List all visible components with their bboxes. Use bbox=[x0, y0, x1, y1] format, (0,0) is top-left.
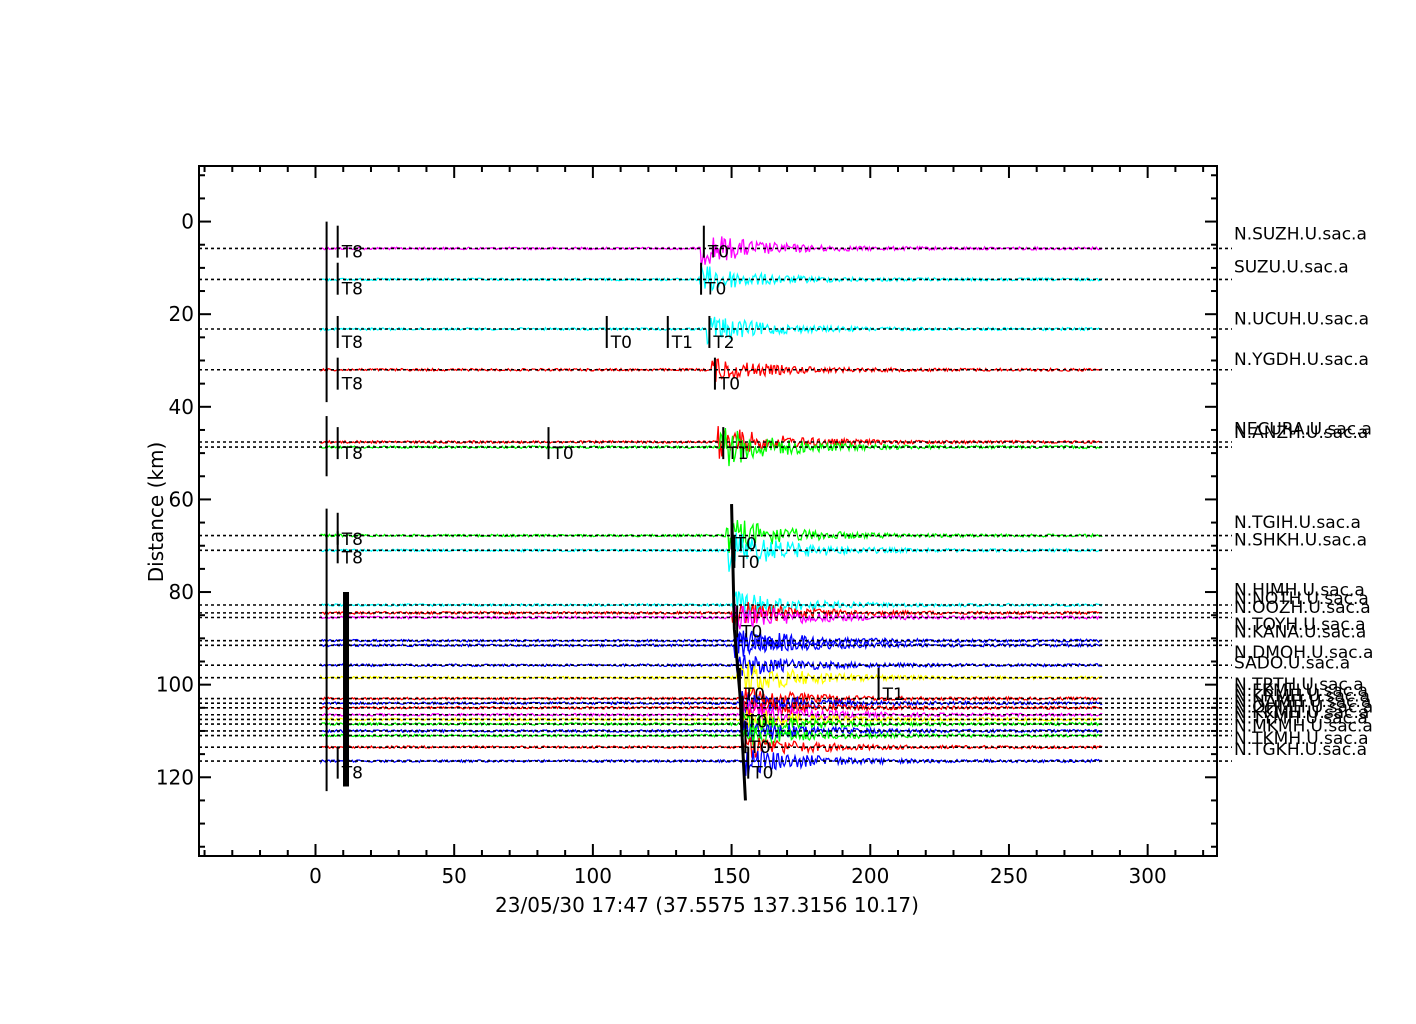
x-tick-label: 250 bbox=[990, 864, 1028, 888]
chart-title: 23/05/30 17:47 (37.5575 137.3156 10.17) bbox=[495, 893, 919, 917]
station-label: N.TGIH.U.sac.a bbox=[1234, 513, 1361, 533]
y-tick-label: 80 bbox=[169, 580, 194, 604]
plot-frame-box bbox=[198, 165, 1218, 857]
pick-label: T2 bbox=[712, 333, 734, 353]
station-label: N.NAMH.U.sac.a bbox=[1234, 692, 1371, 712]
pick-label: T0 bbox=[735, 534, 757, 554]
x-tick-label: 200 bbox=[851, 864, 889, 888]
pick-label: T0 bbox=[740, 622, 762, 642]
station-label: N.DMOH.U.sac.a bbox=[1234, 643, 1373, 663]
pick-label: T0 bbox=[748, 738, 770, 758]
station-labels: N.SUZH.U.sac.a SUZU.U.sac.a N.UCUH.U.sac.a… bbox=[1234, 225, 1373, 760]
trace-N.FKMH.U.sac.a bbox=[320, 691, 1103, 714]
pick-label: T0 bbox=[704, 280, 726, 300]
pick-label: T8 bbox=[341, 530, 363, 550]
station-label: NECURA.U.sac.a bbox=[1234, 420, 1372, 440]
station-label: N.OOZH.U.sac.a bbox=[1234, 598, 1371, 618]
station-label: N.TYMH.U.sac.a bbox=[1234, 709, 1368, 729]
pick-label: T0 bbox=[743, 685, 765, 705]
y-tick-label: 60 bbox=[169, 487, 194, 511]
station-label: N.UCUH.U.sac.a bbox=[1234, 309, 1369, 329]
pick-label: T8 bbox=[341, 333, 363, 353]
station-label: N.TOYH.U.sac.a bbox=[1234, 615, 1366, 635]
station-label: N.TGKH.U.sac.a bbox=[1234, 740, 1367, 760]
trace-N.MKMH.U.sac.a bbox=[320, 724, 1103, 746]
station-label: SUZU.U.sac.a bbox=[1234, 257, 1349, 277]
pick-label: T8 bbox=[341, 375, 363, 395]
pick-label: T1 bbox=[882, 685, 904, 705]
pick-label: T0 bbox=[737, 553, 759, 573]
station-label: N.MKMH.U.sac.a bbox=[1234, 716, 1373, 736]
pick-label: T1 bbox=[726, 444, 748, 464]
pick-label: T0 bbox=[610, 333, 632, 353]
station-label: N.KKMH.U.sac.a bbox=[1234, 703, 1369, 723]
station-label: N.KRMH.U.sac.a bbox=[1234, 686, 1370, 706]
station-label: N.KANA.U.sac.a bbox=[1234, 622, 1366, 642]
plot-frame bbox=[198, 165, 1218, 857]
trace-N.UCUH.U.sac.a bbox=[320, 316, 1103, 346]
trace-N.KANA.U.sac.a bbox=[320, 633, 1103, 658]
x-tick-label: 50 bbox=[441, 864, 466, 888]
station-label: N.SHKH.U.sac.a bbox=[1234, 531, 1367, 551]
station-label: N.YGDH.U.sac.a bbox=[1234, 350, 1369, 370]
y-tick-label: 20 bbox=[169, 302, 194, 326]
pick-label: T0 bbox=[746, 713, 768, 733]
station-label: N.ANZH.U.sac.a bbox=[1234, 423, 1368, 443]
x-tick-label: 150 bbox=[712, 864, 750, 888]
trace-N.NOTH.U.sac.a bbox=[320, 601, 1103, 627]
station-baselines bbox=[199, 247, 1232, 762]
trace-SADO.U.sac.a bbox=[320, 661, 1103, 693]
trace-N.TGKH.U.sac.a bbox=[320, 747, 1103, 777]
trace-N.SUZH.U.sac.a bbox=[320, 236, 1103, 266]
pick-label: T0 bbox=[552, 444, 574, 464]
trace-SUZU.U.sac.a bbox=[320, 265, 1103, 292]
origin-bars bbox=[325, 221, 747, 801]
y-tick-label: 120 bbox=[156, 765, 194, 789]
station-label: N.OHMH.U.sac.a bbox=[1234, 697, 1373, 717]
station-label: N.FKMH.U.sac.a bbox=[1234, 681, 1368, 701]
seismic-traces bbox=[320, 236, 1103, 777]
station-label: N.NOTH.U.sac.a bbox=[1234, 589, 1369, 609]
pick-label: T8 bbox=[341, 280, 363, 300]
station-label: N.SUZH.U.sac.a bbox=[1234, 225, 1367, 245]
trace-N.TGIH.U.sac.a bbox=[320, 520, 1103, 553]
x-tick-label: 0 bbox=[309, 864, 322, 888]
station-label: N.TKMH.U.sac.a bbox=[1234, 729, 1369, 749]
pick-label: T1 bbox=[671, 333, 693, 353]
y-tick-label: 100 bbox=[156, 673, 194, 697]
y-axis-label: Distance (km) bbox=[144, 442, 168, 582]
onset-moveout bbox=[730, 504, 747, 801]
trace-N.SHKH.U.sac.a bbox=[320, 532, 1103, 572]
x-tick-label: 300 bbox=[1129, 864, 1167, 888]
pick-label: T8 bbox=[341, 444, 363, 464]
y-tick-label: 40 bbox=[169, 395, 194, 419]
axis-ticks: 0 50 100 150 200 250 300 0 20 40 60 80 100 120 bbox=[156, 166, 1217, 888]
pick-label: T8 bbox=[341, 548, 363, 568]
trace-N.TOYH.U.sac.a bbox=[320, 630, 1103, 654]
pick-label: T0 bbox=[751, 764, 773, 784]
pick-label: T8 bbox=[341, 764, 363, 784]
station-label: SADO.U.sac.a bbox=[1234, 653, 1350, 673]
station-label: N.HIMH.U.sac.a bbox=[1234, 581, 1365, 601]
trace-N.KKMH.U.sac.a bbox=[320, 712, 1103, 734]
pick-label: T0 bbox=[707, 243, 729, 263]
pick-label: T8 bbox=[341, 243, 363, 263]
station-label: N.TRTH.U.sac.a bbox=[1234, 675, 1364, 695]
pick-label: T0 bbox=[718, 375, 740, 395]
y-tick-label: 0 bbox=[181, 210, 194, 234]
x-tick-label: 100 bbox=[574, 864, 612, 888]
